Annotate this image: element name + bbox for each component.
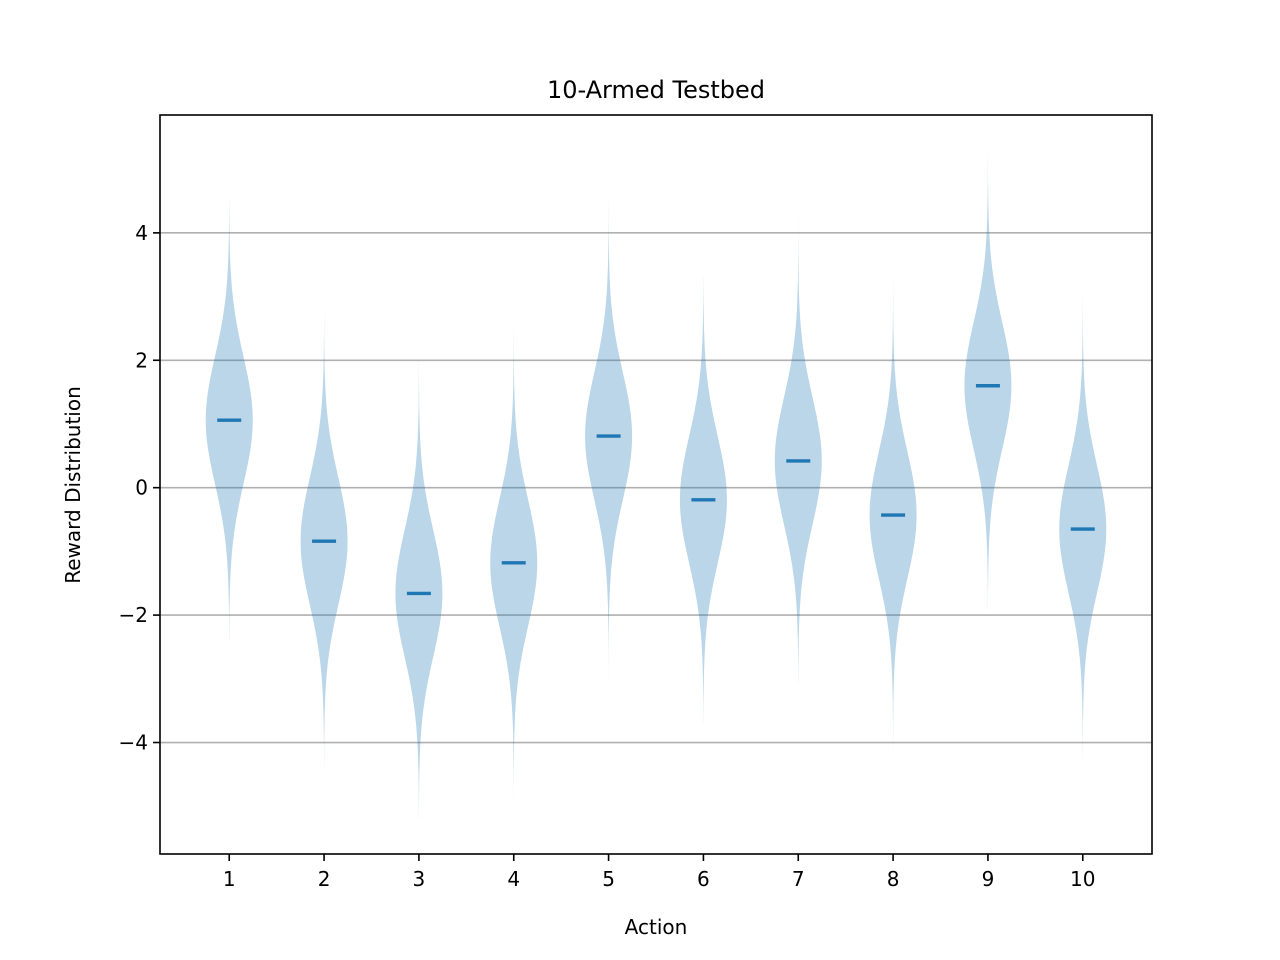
violin-body [395, 360, 443, 819]
x-tick-label: 2 [318, 867, 331, 891]
x-tick-label: 10 [1070, 867, 1095, 891]
violin-body [300, 309, 348, 768]
y-tick-label: 4 [135, 221, 148, 245]
y-tick-label: 2 [135, 348, 148, 372]
x-tick-label: 3 [413, 867, 426, 891]
mean-layer [217, 384, 1095, 596]
tick-layer: −4 −2 0 2 4 1 2 3 4 5 6 7 8 9 10 [119, 221, 1096, 891]
x-axis-label: Action [625, 915, 688, 939]
violin-body [964, 150, 1012, 609]
violin-body [585, 201, 633, 679]
plot-frame [159, 114, 1153, 855]
violin-body [869, 277, 917, 762]
y-tick-label: −2 [119, 603, 148, 627]
violin-body [774, 207, 822, 686]
y-axis-label: Reward Distribution [61, 386, 85, 584]
x-tick-label: 4 [507, 867, 520, 891]
grid-layer [160, 232, 1152, 744]
x-tick-label: 7 [792, 867, 805, 891]
x-tick-label: 8 [887, 867, 900, 891]
violin-body [490, 322, 538, 800]
x-tick-label: 1 [223, 867, 236, 891]
y-tick-label: −4 [119, 731, 148, 755]
x-tick-label: 9 [982, 867, 995, 891]
violin-body [1059, 290, 1107, 762]
y-tick-label: 0 [135, 476, 148, 500]
x-tick-label: 6 [697, 867, 710, 891]
chart-title: 10-Armed Testbed [547, 76, 765, 104]
x-tick-label: 5 [602, 867, 615, 891]
